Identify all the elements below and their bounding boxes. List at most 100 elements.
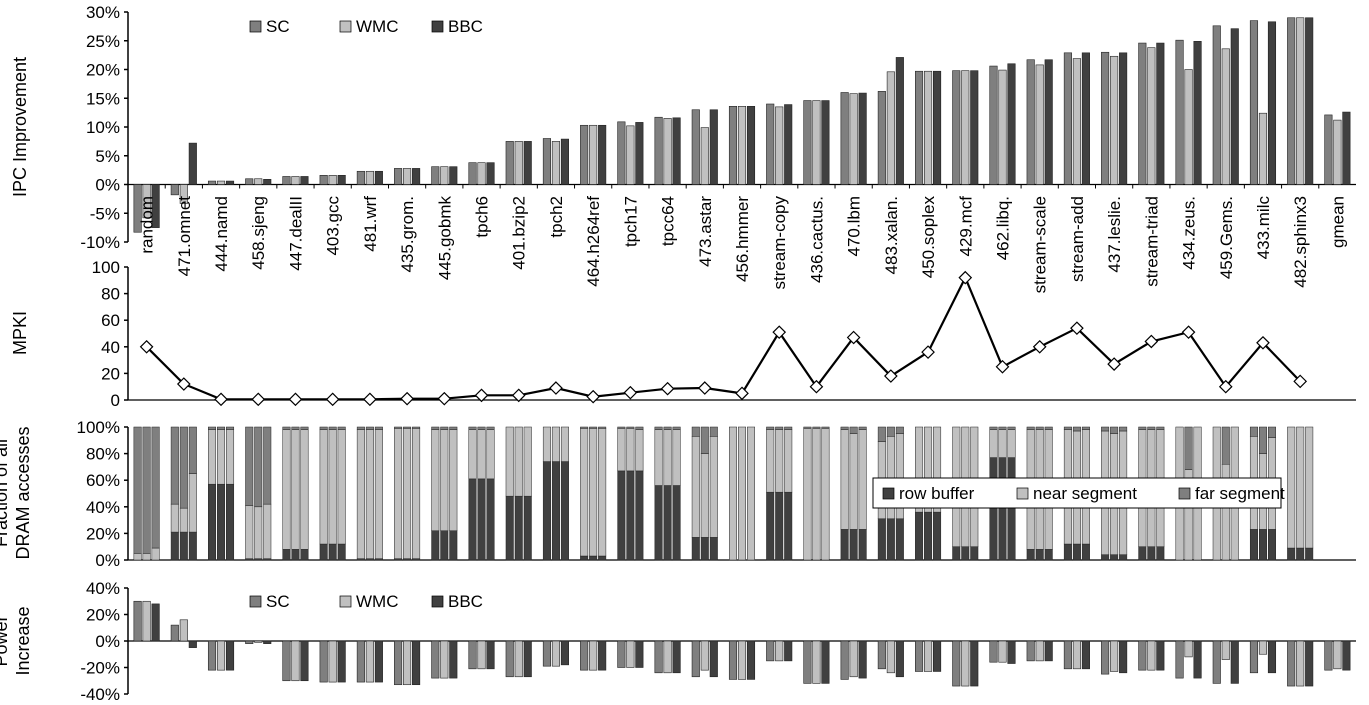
dram-stack-segment (450, 427, 458, 430)
ipc-bar (1176, 40, 1184, 184)
power-bar (627, 641, 635, 668)
ipc-category-label: 483.xalan. (882, 196, 901, 274)
dram-stack-segment (180, 508, 188, 532)
ipc-bar (552, 141, 560, 184)
dram-stack-segment (673, 430, 681, 486)
power-bar (515, 641, 523, 677)
power-y-tick-label: -40% (80, 685, 120, 704)
power-bar (841, 641, 849, 679)
ipc-bar (971, 71, 979, 185)
power-y-tick-label: -20% (80, 659, 120, 678)
dram-stack-segment (953, 547, 961, 560)
ipc-bar (1296, 18, 1304, 185)
ipc-y-tick-label: 10% (86, 118, 120, 137)
power-bar (1073, 641, 1081, 669)
dram-stack-segment (180, 532, 188, 560)
dram-stack-segment (804, 427, 812, 428)
ipc-bar (189, 143, 197, 184)
ipc-y-tick-label: 5% (95, 147, 120, 166)
dram-stack-segment (403, 428, 411, 558)
dram-stack-segment (515, 496, 523, 560)
dram-stack-segment (896, 427, 904, 434)
dram-stack-segment (990, 458, 998, 560)
ipc-y-tick-label: 20% (86, 61, 120, 80)
dram-stack-segment (1305, 548, 1313, 560)
ipc-bar (543, 139, 551, 185)
ipc-bar (729, 106, 737, 184)
mpki-point (736, 387, 748, 399)
power-bar (152, 604, 160, 641)
dram-stack-segment (208, 427, 216, 430)
dram-stack-segment (506, 496, 514, 560)
power-legend-swatch (432, 596, 443, 607)
dram-stack-segment (375, 430, 383, 559)
ipc-bar (804, 101, 812, 185)
ipc-bar (841, 93, 849, 185)
mpki-y-axis-label: MPKI (10, 311, 30, 355)
ipc-bar (1250, 21, 1258, 185)
power-bar (1213, 641, 1221, 683)
power-bar (636, 641, 644, 668)
power-y-tick-label: 20% (86, 606, 120, 625)
ipc-bar (561, 139, 569, 184)
dram-stack-segment (283, 427, 291, 430)
dram-stack-segment (254, 427, 262, 507)
ipc-bar (1325, 115, 1333, 185)
ipc-bar (254, 179, 262, 185)
power-bar (692, 641, 700, 677)
dram-stack-segment (1073, 544, 1081, 560)
dram-stack-segment (580, 556, 588, 560)
ipc-legend-label: SC (266, 17, 290, 36)
dram-stack-segment (636, 427, 644, 430)
dram-stack-segment (1287, 548, 1295, 560)
dram-stack-segment (1008, 430, 1016, 458)
mpki-point (438, 393, 450, 405)
dram-stack-segment (887, 519, 895, 560)
dram-stack-segment (245, 427, 253, 505)
dram-stack-segment (263, 427, 271, 504)
ipc-bar (412, 168, 420, 184)
dram-stack-segment (1296, 427, 1304, 548)
mpki-point (1034, 341, 1046, 353)
ipc-bar (1259, 113, 1267, 184)
mpki-point (327, 393, 339, 405)
mpki-y-tick-label: 80 (101, 285, 120, 304)
dram-stack-segment (134, 427, 142, 553)
mpki-y-tick-label: 60 (101, 311, 120, 330)
dram-stack-segment (189, 427, 197, 474)
ipc-bar (1027, 60, 1035, 185)
ipc-bar (850, 94, 858, 185)
power-bar (1296, 641, 1304, 686)
dram-stack-segment (627, 428, 635, 471)
power-bar (478, 641, 486, 669)
dram-stack-segment (1008, 458, 1016, 560)
ipc-bar (1101, 52, 1109, 184)
ipc-legend-label: WMC (356, 17, 398, 36)
ipc-bar (1064, 53, 1072, 185)
dram-stack-segment (366, 427, 374, 430)
dram-stack-segment (962, 547, 970, 560)
ipc-bar (962, 71, 970, 185)
dram-stack-segment (524, 496, 532, 560)
dram-stack-segment (1064, 544, 1072, 560)
ipc-bar (1334, 120, 1342, 184)
ipc-bar (775, 107, 783, 185)
dram-legend-swatch (1017, 488, 1028, 499)
ipc-bar (813, 101, 821, 185)
ipc-category-label: 429.mcf (956, 196, 975, 257)
ipc-bar (1305, 18, 1313, 185)
power-bar (850, 641, 858, 677)
dram-stack-segment (171, 532, 179, 560)
ipc-y-axis-label: IPC Improvement (10, 57, 30, 197)
power-bar (329, 641, 337, 682)
dram-stack-segment (598, 427, 606, 428)
dram-stack-segment (478, 430, 486, 479)
power-bar (878, 641, 886, 669)
ipc-bar (953, 71, 961, 185)
mpki-point (773, 326, 785, 338)
dram-stack-segment (357, 430, 365, 559)
power-bar (1157, 641, 1165, 670)
ipc-legend-label: BBC (448, 17, 483, 36)
dram-stack-segment (1082, 544, 1090, 560)
ipc-bar (1222, 49, 1230, 185)
